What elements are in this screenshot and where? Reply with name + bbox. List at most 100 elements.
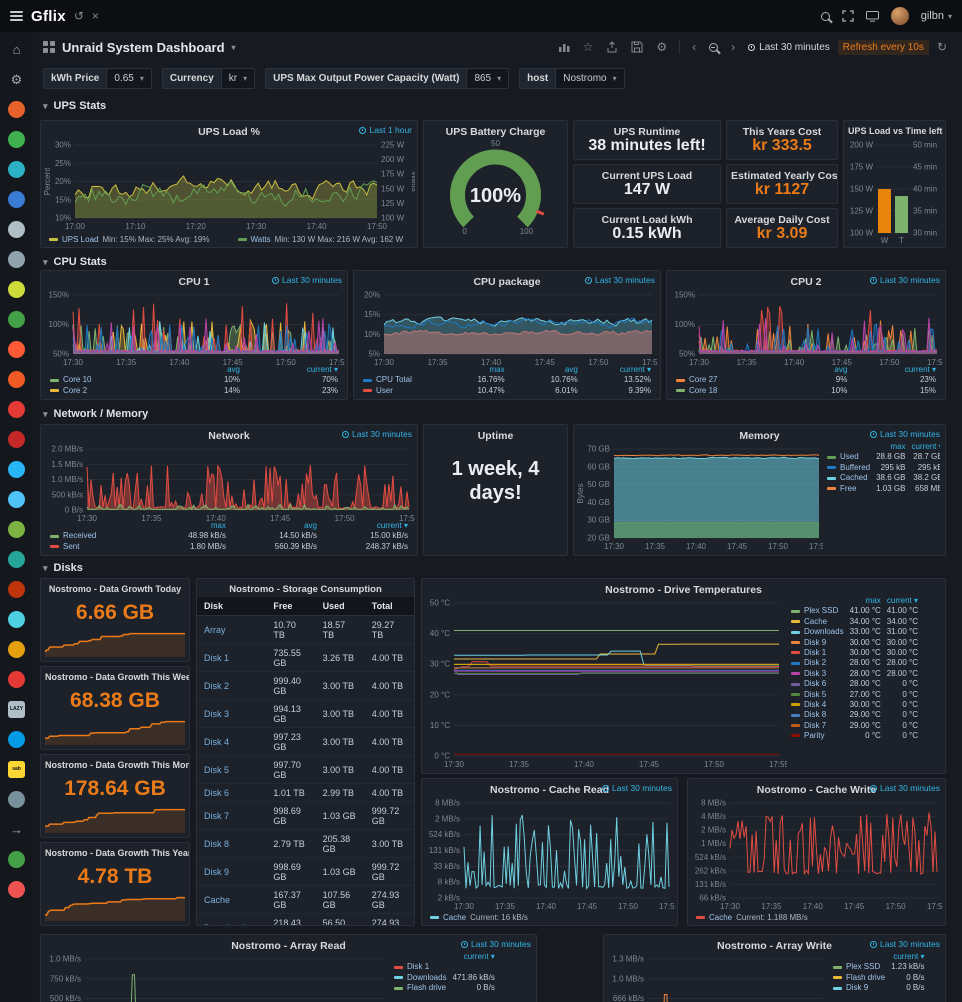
legend-row-disk-9[interactable]: Disk 9 30.00 °C 30.00 °C	[788, 638, 921, 648]
legend-col-max[interactable]: max	[890, 442, 906, 451]
panel-title[interactable]: Network	[208, 430, 250, 442]
legend-row-downloads[interactable]: Downloads 33.00 °C 31.00 °C	[788, 627, 921, 637]
red-stripes-icon[interactable]	[8, 581, 25, 598]
panel-title[interactable]: Current UPS Load	[601, 170, 693, 182]
storage-row-cache[interactable]: Cache 167.37 GB 107.56 GB 274.93 GB	[197, 885, 414, 914]
legend-row-flash-drive[interactable]: Flash drive 0 B/s	[391, 983, 498, 993]
dashboard-title-picker[interactable]: Unraid System Dashboard ▾	[43, 40, 236, 55]
legend-row-user[interactable]: User 10.47% 6.01% 9.39%	[360, 386, 654, 396]
logout-icon[interactable]: →	[10, 822, 23, 837]
legend-row-disk-6[interactable]: Disk 6 28.00 °C 0 °C	[788, 679, 921, 689]
legend-item-cache[interactable]: Cache Current: 1.188 MB/s	[696, 913, 808, 922]
pan-left-icon[interactable]: ‹	[687, 38, 701, 56]
settings-icon[interactable]: ⚙	[8, 71, 25, 88]
storage-row-disk-3[interactable]: Disk 3 994.13 GB 3.00 TB 4.00 TB	[197, 699, 414, 728]
legend-col-current[interactable]: current ▾	[376, 520, 408, 530]
col-used[interactable]: Used	[315, 597, 365, 616]
pan-right-icon[interactable]: ›	[726, 38, 740, 56]
cpu2-graph[interactable]: 150% 100% 50% 17:30 17:35 17:40 17:45 17:50 17:5…	[669, 289, 943, 368]
zoom-out-icon[interactable]	[704, 41, 723, 54]
legend-row-disk-3[interactable]: Disk 3 28.00 °C 28.00 °C	[788, 669, 921, 679]
panel-title[interactable]: Nostromo - Array Read	[231, 940, 346, 952]
add-panel-icon[interactable]	[553, 39, 575, 55]
blue-drop-icon[interactable]	[8, 731, 25, 748]
panel-title[interactable]: Uptime	[477, 430, 514, 442]
panel-title[interactable]: CPU 1	[178, 276, 210, 288]
fullscreen-icon[interactable]	[842, 10, 854, 22]
legend-col-current[interactable]: current ▾	[893, 952, 925, 961]
panel-title[interactable]: Average Daily Cost	[734, 214, 830, 226]
legend-row-disk-5[interactable]: Disk 5 27.00 °C 0 °C	[788, 690, 921, 700]
row-header-ups-stats[interactable]: ▾ UPS Stats	[43, 100, 107, 112]
green-leaf-icon[interactable]	[8, 521, 25, 538]
legend-col-current[interactable]: current ▾	[306, 364, 338, 374]
cpu-package-graph[interactable]: 20% 15% 10% 5% 17:30 17:35 17:40 17:45 17:50 17:5…	[356, 289, 658, 368]
legend-row-disk-1[interactable]: Disk 1 30.00 °C 30.00 °C	[788, 648, 921, 658]
app-brand[interactable]: Gflix	[31, 7, 66, 25]
tv-mode-icon[interactable]	[865, 10, 879, 22]
panel-title[interactable]: Current Load kWh	[601, 214, 693, 226]
panel-title[interactable]: Nostromo - Cache Write	[756, 784, 877, 796]
storage-row-disk-6[interactable]: Disk 6 1.01 TB 2.99 TB 4.00 TB	[197, 783, 414, 802]
sab-icon[interactable]: sab	[8, 761, 25, 778]
settings-gear-icon[interactable]: ⚙	[651, 38, 672, 56]
legend-item-ups-load[interactable]: UPS Load Min: 15% Max: 25% Avg: 19%	[49, 235, 210, 244]
panel-time-range[interactable]: Last 1 hour	[359, 125, 412, 135]
close-view-icon[interactable]: ×	[91, 9, 99, 23]
star-icon[interactable]: ☆	[578, 38, 599, 56]
storage-row-disk-2[interactable]: Disk 2 999.40 GB 3.00 TB 4.00 TB	[197, 671, 414, 700]
legend-row-cpu-total[interactable]: CPU Total 16.76% 10.76% 13.52%	[360, 375, 654, 385]
row-header-network-memory[interactable]: ▾ Network / Memory	[43, 408, 149, 420]
row-header-cpu-stats[interactable]: ▾ CPU Stats	[43, 256, 107, 268]
storage-row-disk-5[interactable]: Disk 5 997.70 GB 3.00 TB 4.00 TB	[197, 755, 414, 784]
orange-ring-icon[interactable]	[8, 101, 25, 118]
panel-title[interactable]: Nostromo - Data Growth Today	[48, 584, 182, 594]
panel-title[interactable]: UPS Battery Charge	[445, 126, 546, 138]
panel-time-range[interactable]: Last 30 minutes	[584, 275, 655, 285]
storage-row-disk-8[interactable]: Disk 8 2.79 TB 205.38 GB 3.00 TB	[197, 829, 414, 858]
blue-circle-icon[interactable]	[8, 191, 25, 208]
panel-time-range[interactable]: Last 30 minutes	[341, 429, 412, 439]
user-menu[interactable]: gilbn ▾	[921, 10, 952, 22]
legend-col-current[interactable]: current ▾	[886, 596, 919, 605]
legend-col-avg[interactable]: avg	[834, 364, 848, 374]
refresh-interval-label[interactable]: Refresh every 10s	[837, 39, 929, 55]
row-header-disks[interactable]: ▾ Disks	[43, 562, 83, 574]
legend-row-core-18[interactable]: Core 18 10% 15%	[673, 386, 939, 396]
legend-col-current[interactable]: current ▾	[463, 952, 495, 961]
flame-icon[interactable]	[8, 341, 25, 358]
legend-row-used[interactable]: Used 28.8 GB 28.7 GB	[824, 452, 940, 462]
memory-graph[interactable]: 70 GB 60 GB 50 GB 40 GB 30 GB 20 GB 17:30 17:35…	[576, 443, 823, 552]
teal-jelly-icon[interactable]	[8, 551, 25, 568]
legend-col-current[interactable]: current ▾	[904, 364, 936, 374]
share-icon[interactable]	[601, 39, 623, 55]
ups-load-time-bars[interactable]: 200 W 175 W 150 W 125 W 100 W 50 min 45 min 40 …	[846, 139, 943, 246]
red-shield-icon[interactable]	[8, 401, 25, 418]
blue-wave-icon[interactable]	[8, 491, 25, 508]
panel-title[interactable]: Nostromo - Cache Read	[489, 784, 610, 796]
legend-col-max[interactable]: max	[489, 364, 505, 374]
time-range-picker[interactable]: Last 30 minutes	[743, 40, 835, 55]
legend-row-downloads[interactable]: Downloads 471.86 kB/s	[391, 973, 498, 983]
col-disk[interactable]: Disk	[197, 597, 267, 616]
legend-row-disk-2[interactable]: Disk 2 28.00 °C 28.00 °C	[788, 658, 921, 668]
col-free[interactable]: Free	[266, 597, 316, 616]
panel-title[interactable]: UPS Load vs Time left	[848, 126, 943, 136]
book-icon[interactable]	[8, 791, 25, 808]
home-icon[interactable]: ⌂	[8, 41, 25, 58]
legend-col-avg[interactable]: avg	[227, 364, 240, 374]
github-icon[interactable]	[8, 851, 25, 868]
search-app-icon[interactable]	[8, 221, 25, 238]
panel-time-range[interactable]: Last 30 minutes	[869, 939, 940, 949]
network-graph[interactable]: 2.0 MB/s 1.5 MB/s 1.0 MB/s 500 kB/s 0 B/s 17:…	[43, 443, 415, 524]
legend-item-watts[interactable]: Watts Min: 130 W Max: 216 W Avg: 162 W	[237, 235, 403, 244]
cycle-view-icon[interactable]: ↺	[73, 9, 84, 23]
cyan-box-icon[interactable]	[8, 611, 25, 628]
plex-icon[interactable]	[8, 641, 25, 658]
user-avatar[interactable]	[890, 7, 909, 25]
legend-row-parity[interactable]: Parity 0 °C 0 °C	[788, 731, 921, 741]
panel-time-range[interactable]: Last 30 minutes	[869, 275, 940, 285]
cache-write-graph[interactable]: 8 MB/s 4 MB/s 2 MB/s 1 MB/s 524 kB/s 262 kB/s…	[690, 797, 943, 912]
